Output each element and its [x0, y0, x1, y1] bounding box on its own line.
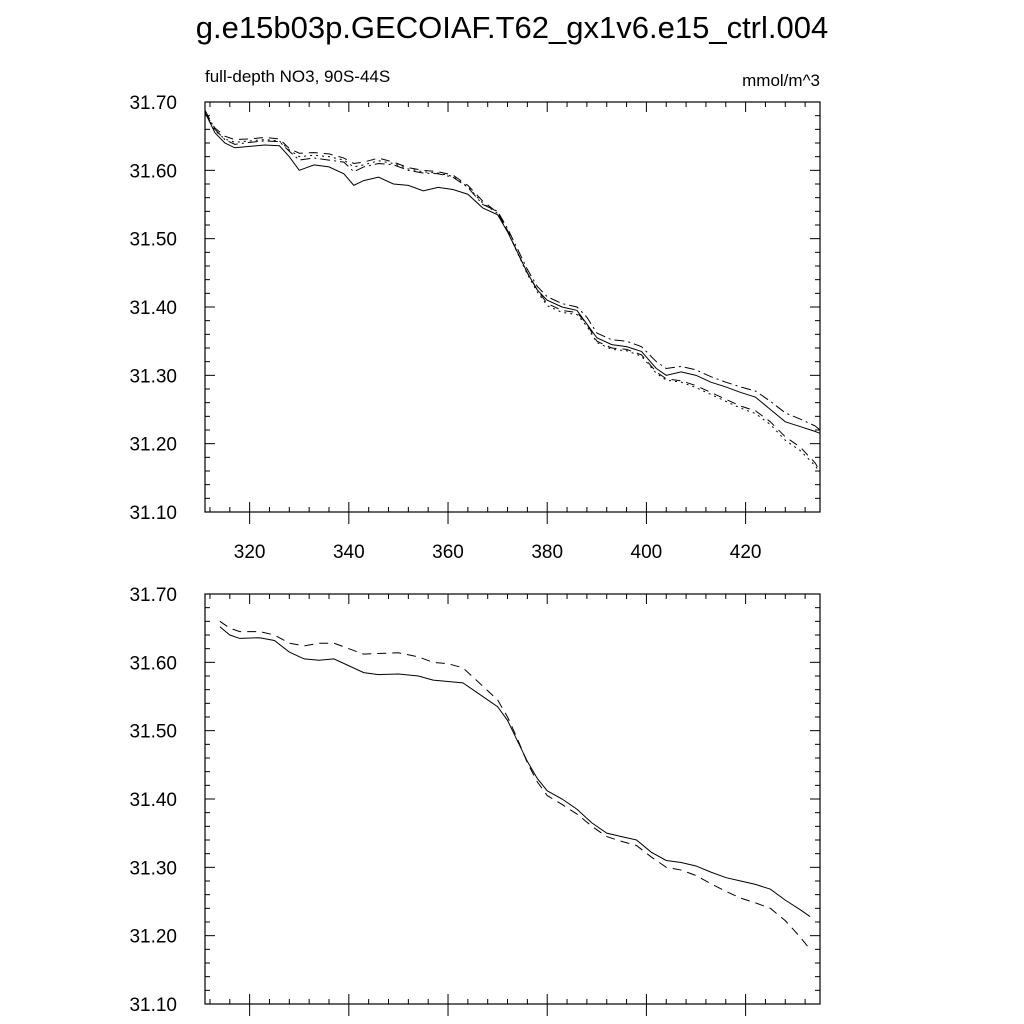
bottom-y-tick-label: 31.20: [129, 927, 177, 948]
bottom-series-solid: [219, 626, 811, 917]
top-series-dotted: [204, 111, 821, 473]
top-y-tick-label: 31.10: [129, 503, 177, 524]
top-panel: full-depth NO3, 90S-44S mmol/m^3 31.10 31…: [129, 67, 821, 563]
bottom-y-tick-label: 31.60: [129, 653, 177, 674]
top-x-tick-label: 380: [531, 542, 563, 563]
top-x-tick-label: 340: [333, 542, 365, 563]
top-y-tick-label: 31.70: [129, 93, 177, 114]
top-x-tick-label: 320: [234, 542, 266, 563]
top-x-tick-label: 420: [730, 542, 762, 563]
chart-title: g.e15b03p.GECOIAF.T62_gx1v6.e15_ctrl.004: [196, 10, 828, 45]
top-plot-frame: [204, 101, 821, 513]
top-series-solid: [204, 112, 821, 434]
top-panel-units-label: mmol/m^3: [742, 71, 820, 90]
bottom-y-tick-label: 31.50: [129, 722, 177, 743]
top-y-tick-label: 31.20: [129, 435, 177, 456]
top-y-tick-label: 31.60: [129, 161, 177, 182]
top-series-dash-dot: [204, 109, 821, 431]
top-panel-left-label: full-depth NO3, 90S-44S: [205, 67, 390, 86]
bottom-y-tick-label: 31.10: [129, 995, 177, 1016]
bottom-y-tick-label: 31.40: [129, 790, 177, 811]
top-y-tick-label: 31.50: [129, 230, 177, 251]
bottom-series-dashed: [219, 620, 811, 950]
bottom-y-tick-label: 31.70: [129, 585, 177, 606]
top-x-tick-label: 360: [432, 542, 464, 563]
top-y-tick-label: 31.30: [129, 366, 177, 387]
bottom-panel: 31.10 31.20 31.30 31.40 31.50 31.60 31.70: [129, 585, 821, 1016]
bottom-y-tick-label: 31.30: [129, 858, 177, 879]
top-x-tick-label: 400: [631, 542, 663, 563]
top-series-dashed: [204, 113, 821, 472]
top-y-tick-label: 31.40: [129, 298, 177, 319]
